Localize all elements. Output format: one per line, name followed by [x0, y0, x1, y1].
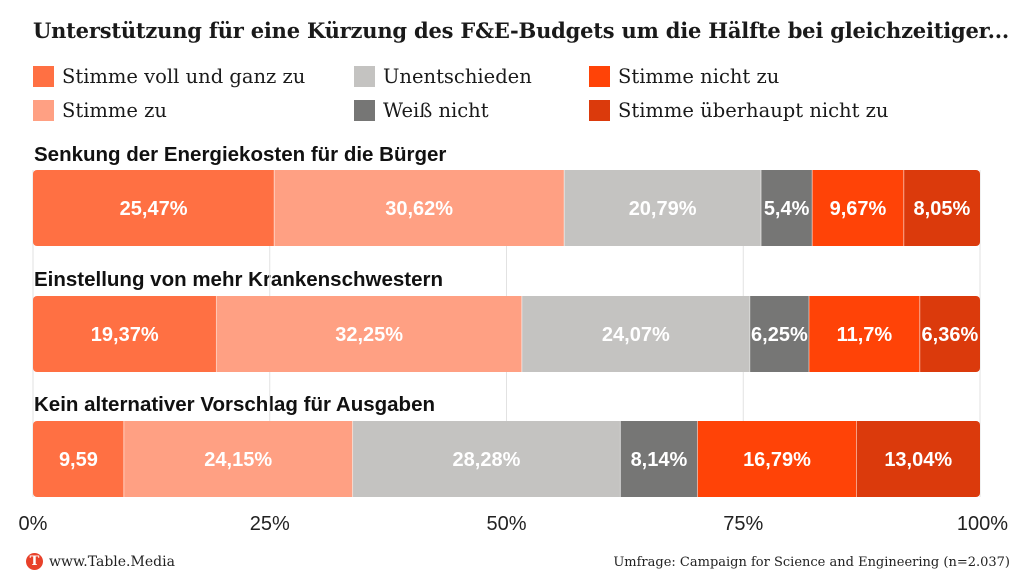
- data-label: 16,79%: [743, 449, 811, 471]
- legend-swatch: [33, 65, 54, 87]
- legend-item: Weiß nicht: [354, 97, 489, 123]
- source-note: Umfrage: Campaign for Science and Engine…: [613, 555, 1010, 570]
- legend-swatch: [354, 99, 375, 121]
- bar-segment: [33, 296, 217, 372]
- data-label: 6,36%: [922, 324, 979, 346]
- bar-segment: [856, 421, 980, 497]
- bar-segment: [33, 170, 275, 246]
- data-label: 20,79%: [629, 198, 697, 220]
- x-tick-label: 50%: [486, 513, 526, 535]
- data-label: 19,37%: [91, 324, 159, 346]
- x-tick-label: 75%: [723, 513, 763, 535]
- legend-item: Stimme zu: [33, 97, 167, 123]
- bar-segment: [812, 170, 904, 246]
- bar-segment: [352, 421, 621, 497]
- data-label: 8,14%: [631, 449, 688, 471]
- bar-segment: [564, 170, 762, 246]
- bar-segment: [521, 296, 750, 372]
- bar-segment: [123, 421, 353, 497]
- legend-swatch: [589, 65, 610, 87]
- brand-text: www.Table.Media: [49, 553, 175, 570]
- x-tick-label: 0%: [19, 513, 48, 535]
- bar-segment: [808, 296, 920, 372]
- data-label: 5,4%: [764, 198, 810, 220]
- legend-label: Stimme voll und ganz zu: [62, 64, 306, 88]
- legend-label: Weiß nicht: [383, 98, 489, 122]
- legend-label: Stimme nicht zu: [618, 64, 780, 88]
- category-label: Senkung der Energiekosten für die Bürger: [34, 143, 447, 166]
- bar-segment: [274, 170, 565, 246]
- data-label: 24,15%: [204, 449, 272, 471]
- bar-segment: [33, 421, 124, 497]
- bar-segment: [749, 296, 809, 372]
- x-tick-label: 25%: [250, 513, 290, 535]
- bar-segment: [919, 296, 980, 372]
- data-label: 13,04%: [884, 449, 952, 471]
- data-label: 24,07%: [602, 324, 670, 346]
- data-label: 9,59: [59, 449, 98, 471]
- legend-label: Stimme überhaupt nicht zu: [618, 98, 889, 122]
- brand: T www.Table.Media: [26, 553, 175, 570]
- data-label: 6,25%: [751, 324, 808, 346]
- legend-label: Unentschieden: [383, 64, 532, 88]
- bar-segment: [620, 421, 698, 497]
- data-label: 32,25%: [335, 324, 403, 346]
- table-media-logo-icon: T: [26, 553, 43, 570]
- legend-item: Unentschieden: [354, 63, 532, 89]
- bar-row: [33, 421, 980, 497]
- bar-segment: [761, 170, 813, 246]
- legend-swatch: [33, 99, 54, 121]
- data-label: 9,67%: [830, 198, 887, 220]
- bar-segment: [903, 170, 980, 246]
- chart-title: Unterstützung für eine Kürzung des F&E-B…: [33, 18, 1009, 43]
- x-tick-label: 100%: [957, 513, 1008, 535]
- legend-swatch: [589, 99, 610, 121]
- data-label: 25,47%: [120, 198, 188, 220]
- category-label: Kein alternativer Vorschlag für Ausgaben: [34, 393, 435, 416]
- data-label: 8,05%: [914, 198, 971, 220]
- legend-item: Stimme voll und ganz zu: [33, 63, 305, 89]
- bar-segment: [697, 421, 857, 497]
- data-label: 11,7%: [837, 324, 893, 346]
- category-label: Einstellung von mehr Krankenschwestern: [34, 268, 443, 291]
- data-label: 30,62%: [385, 198, 453, 220]
- legend-item: Stimme nicht zu: [589, 63, 779, 89]
- bar-row: [33, 296, 980, 372]
- data-label: 28,28%: [453, 449, 521, 471]
- bar-row: [33, 170, 980, 246]
- legend-item: Stimme überhaupt nicht zu: [589, 97, 888, 123]
- bar-segment: [216, 296, 522, 372]
- legend-label: Stimme zu: [62, 98, 167, 122]
- legend-swatch: [354, 65, 375, 87]
